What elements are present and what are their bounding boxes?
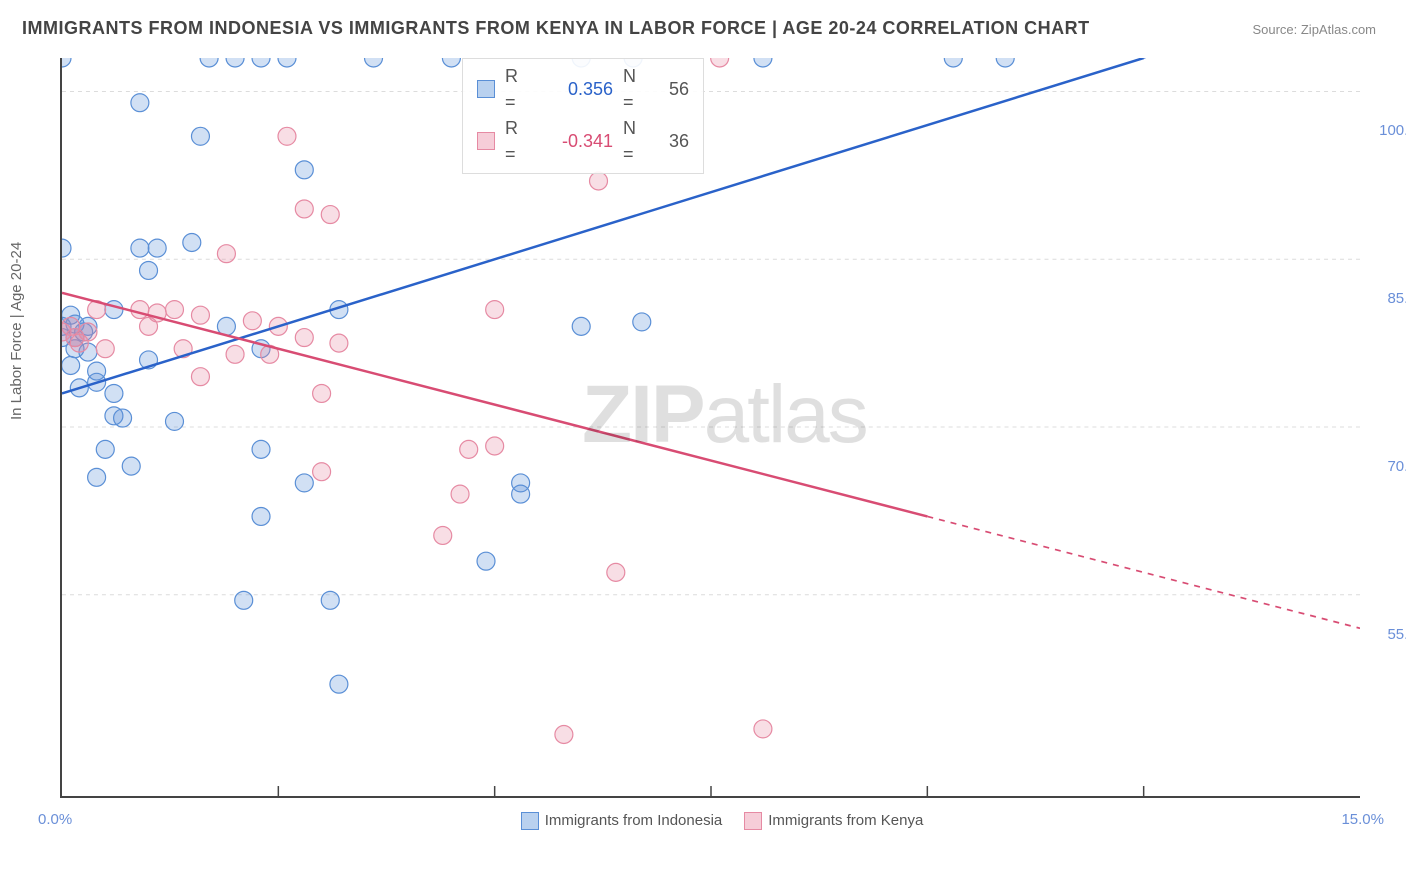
n-label: N = (623, 63, 651, 115)
r-value-kenya: -0.341 (543, 128, 613, 154)
r-label: R = (505, 63, 533, 115)
y-tick-label: 70.0% (1387, 458, 1406, 475)
legend-swatch (744, 812, 762, 830)
n-value-kenya: 36 (661, 128, 689, 154)
n-value-indonesia: 56 (661, 76, 689, 102)
plot-area: ZIPatlas R = 0.356 N = 56 R = -0.341 N =… (60, 58, 1360, 798)
y-tick-label: 85.0% (1387, 290, 1406, 307)
stats-row-kenya: R = -0.341 N = 36 (477, 115, 689, 167)
y-tick-label: 55.0% (1387, 626, 1406, 643)
chart-title: IMMIGRANTS FROM INDONESIA VS IMMIGRANTS … (22, 18, 1090, 39)
r-value-indonesia: 0.356 (543, 76, 613, 102)
y-axis-label: In Labor Force | Age 20-24 (8, 242, 25, 420)
legend-bottom: Immigrants from Indonesia Immigrants from… (62, 812, 1360, 830)
stats-row-indonesia: R = 0.356 N = 56 (477, 63, 689, 115)
legend-swatch (521, 812, 539, 830)
stats-box: R = 0.356 N = 56 R = -0.341 N = 36 (462, 58, 704, 174)
chart-page: IMMIGRANTS FROM INDONESIA VS IMMIGRANTS … (0, 0, 1406, 892)
legend-label: Immigrants from Kenya (768, 812, 923, 829)
scatter-svg (62, 58, 1360, 796)
swatch-indonesia (477, 80, 495, 98)
r-label: R = (505, 115, 533, 167)
swatch-kenya (477, 132, 495, 150)
legend-label: Immigrants from Indonesia (545, 812, 723, 829)
n-label: N = (623, 115, 651, 167)
y-tick-label: 100.0% (1379, 122, 1406, 139)
source-label: Source: ZipAtlas.com (1252, 22, 1376, 37)
